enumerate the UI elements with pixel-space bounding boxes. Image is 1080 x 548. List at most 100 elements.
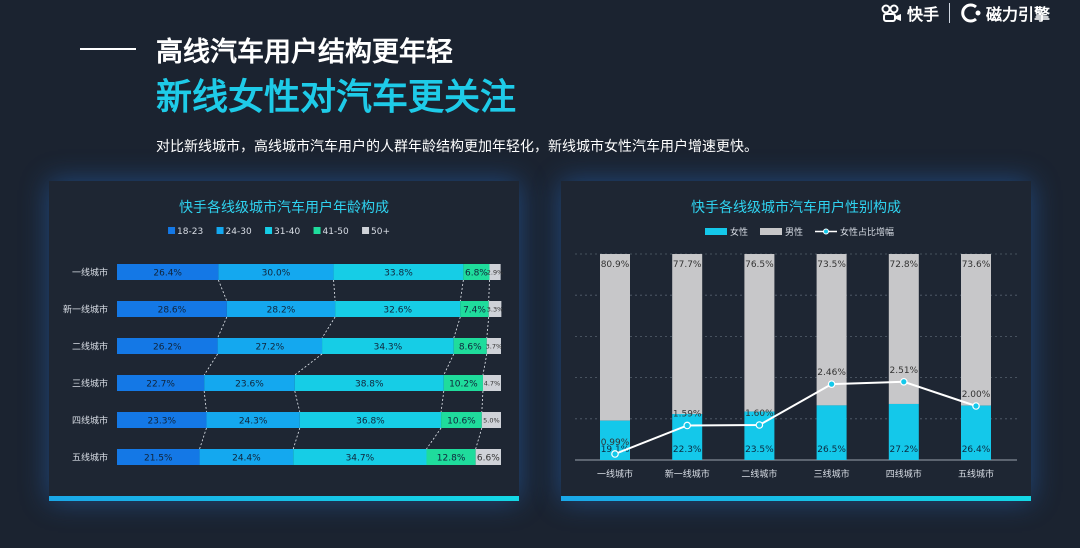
age-bar-segment xyxy=(463,264,490,280)
page-highlight-title: 新线女性对汽车更关注 xyxy=(156,77,517,118)
age-legend-label: 50+ xyxy=(371,227,390,237)
age-connector-line xyxy=(217,316,228,339)
age-connector-line xyxy=(292,427,301,450)
gender-chart: 女性 男性 女性占比增幅 80.9% 19.1% 一线城市 77.7% 22.3% 新一线城市 7… xyxy=(575,226,1017,480)
age-data-label: 8.6% xyxy=(459,343,482,353)
age-category-label: 四线城市 xyxy=(72,415,108,427)
age-data-label: 24.4% xyxy=(232,454,261,464)
age-data-label: 30.0% xyxy=(262,269,291,279)
age-connector-line xyxy=(333,279,336,302)
gender-growth-point xyxy=(611,450,619,458)
magnetic-engine-logo-icon xyxy=(961,3,981,23)
gender-category-label: 新一线城市 xyxy=(665,468,710,480)
age-data-label: 12.8% xyxy=(437,454,466,464)
gender-category-label: 三线城市 xyxy=(814,468,850,480)
gender-category-label: 五线城市 xyxy=(958,468,994,480)
page-subtitle: 对比新线城市，高线城市汽车用户的人群年龄结构更加年轻化，新线城市女性汽车用户增速… xyxy=(156,139,758,155)
age-legend-swatch xyxy=(216,227,224,234)
age-connector-line xyxy=(426,427,442,450)
age-legend-label: 31-40 xyxy=(274,227,300,237)
age-data-label: 6.6% xyxy=(477,454,500,464)
gender-growth-label: 1.59% xyxy=(673,409,702,419)
gender-legend-label: 女性 xyxy=(730,226,748,238)
gender-legend-label: 男性 xyxy=(785,226,803,238)
age-legend-swatch xyxy=(362,227,370,234)
age-bar-segment xyxy=(443,375,483,391)
age-chart-panel: 快手各线级城市汽车用户年龄构成 18-23 24-30 31-40 41-50 50+ 一… xyxy=(49,181,519,501)
age-bar-segment xyxy=(333,264,464,280)
age-connector-line xyxy=(453,316,461,339)
age-data-label: 10.6% xyxy=(447,417,476,427)
age-data-label: 22.7% xyxy=(146,380,175,390)
age-bar-segment xyxy=(335,301,461,317)
age-connector-line xyxy=(486,316,490,339)
age-data-label: 26.4% xyxy=(153,269,182,279)
age-bar-segment xyxy=(441,412,482,428)
age-bar-segment xyxy=(199,449,294,465)
age-bar-segment xyxy=(481,412,501,428)
kuaishou-text: 快手 xyxy=(906,5,939,24)
age-legend-swatch xyxy=(313,227,321,234)
gender-growth-point xyxy=(972,402,980,410)
age-data-label: 4.7% xyxy=(484,380,501,388)
age-data-label: 28.6% xyxy=(158,306,187,316)
brand-divider xyxy=(948,3,950,23)
age-bar-segment xyxy=(460,301,489,317)
age-bar-segment xyxy=(426,449,476,465)
age-chart-title: 快手各线级城市汽车用户年龄构成 xyxy=(179,200,389,216)
age-bar-segment xyxy=(218,264,334,280)
age-bar-segment xyxy=(117,264,219,280)
age-category-label: 三线城市 xyxy=(72,378,108,390)
age-data-label: 28.2% xyxy=(267,306,296,316)
gender-legend-swatch xyxy=(705,228,727,235)
age-category-label: 二线城市 xyxy=(72,341,108,353)
age-data-label: 2.9% xyxy=(487,269,504,277)
age-connector-line xyxy=(203,390,207,413)
gender-male-label: 77.7% xyxy=(673,260,702,270)
age-connector-line xyxy=(443,353,455,376)
age-data-label: 32.6% xyxy=(383,306,412,316)
gender-growth-point xyxy=(683,421,692,430)
gender-category-label: 一线城市 xyxy=(597,468,633,480)
age-bar-segment xyxy=(206,412,300,428)
age-data-label: 34.3% xyxy=(374,343,403,353)
age-bar-segment xyxy=(117,412,207,428)
gender-female-label: 27.2% xyxy=(890,445,919,455)
gender-growth-label: 1.60% xyxy=(745,409,774,419)
gender-bar-male xyxy=(816,254,847,406)
age-connector-line xyxy=(475,427,483,450)
age-data-label: 34.7% xyxy=(346,454,375,464)
age-connector-line xyxy=(321,316,336,339)
age-connector-line xyxy=(440,390,445,413)
gender-male-label: 80.9% xyxy=(601,260,630,270)
age-legend-label: 24-30 xyxy=(226,227,252,237)
gender-growth-label: 2.46% xyxy=(817,368,846,378)
gender-female-label: 22.3% xyxy=(673,445,702,455)
age-panel-accent-bar xyxy=(49,496,519,501)
age-bar-segment xyxy=(453,338,487,354)
age-connector-line xyxy=(481,390,484,413)
age-bar-segment xyxy=(117,338,218,354)
gender-female-label: 23.5% xyxy=(745,445,774,455)
gender-female-label: 26.5% xyxy=(817,445,846,455)
age-data-label: 23.3% xyxy=(147,417,176,427)
magnetic-engine-text: 磁力引擎 xyxy=(985,5,1050,24)
age-bar-segment xyxy=(489,264,501,280)
age-bar-segment xyxy=(204,375,295,391)
title-dash xyxy=(80,48,136,50)
age-bar-segment xyxy=(482,375,501,391)
gender-chart-panel: 快手各线级城市汽车用户性别构成 女性 男性 女性占比增幅 80.9% 19.1% 一线城市… xyxy=(561,181,1031,501)
age-bar-segment xyxy=(486,338,501,354)
age-legend-swatch xyxy=(168,227,176,234)
age-legend-swatch xyxy=(265,227,273,234)
age-data-label: 21.5% xyxy=(144,454,173,464)
gender-male-label: 73.5% xyxy=(817,260,846,270)
age-data-label: 27.2% xyxy=(256,343,285,353)
age-bar-segment xyxy=(299,412,442,428)
age-connector-line xyxy=(488,279,490,302)
age-data-label: 24.3% xyxy=(239,417,268,427)
age-data-label: 23.6% xyxy=(235,380,264,390)
page-title: 高线汽车用户结构更年轻 xyxy=(156,37,453,68)
gender-growth-line xyxy=(614,380,977,455)
age-legend-label: 41-50 xyxy=(323,227,349,237)
